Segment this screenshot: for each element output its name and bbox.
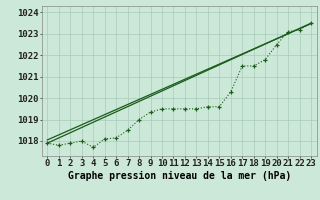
X-axis label: Graphe pression niveau de la mer (hPa): Graphe pression niveau de la mer (hPa) (68, 171, 291, 181)
